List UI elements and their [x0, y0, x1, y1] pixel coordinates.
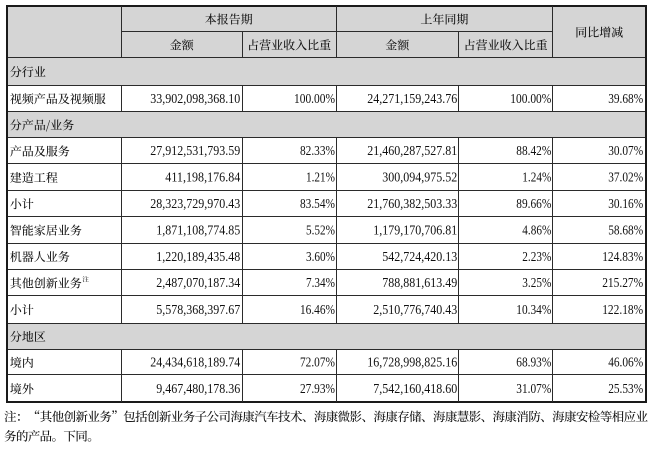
svg-text:31.07%: 31.07%: [516, 382, 551, 397]
svg-text:24,434,618,189.74: 24,434,618,189.74: [150, 356, 240, 371]
svg-text:30.16%: 30.16%: [608, 197, 643, 212]
svg-text:68.93%: 68.93%: [516, 356, 551, 371]
svg-text:1,871,108,774.85: 1,871,108,774.85: [156, 223, 240, 238]
svg-text:3.25%: 3.25%: [522, 276, 551, 291]
svg-text:16.46%: 16.46%: [300, 303, 335, 318]
svg-text:788,881,613.49: 788,881,613.49: [382, 276, 457, 291]
svg-text:1,179,170,706.81: 1,179,170,706.81: [373, 223, 457, 238]
svg-text:5.52%: 5.52%: [306, 223, 335, 238]
svg-text:9,467,480,178.36: 9,467,480,178.36: [156, 382, 240, 397]
svg-text:3.60%: 3.60%: [306, 250, 335, 265]
svg-text:24,271,159,243.76: 24,271,159,243.76: [367, 92, 457, 107]
svg-text:100.00%: 100.00%: [294, 92, 335, 107]
svg-text:21,460,287,527.81: 21,460,287,527.81: [367, 144, 457, 159]
svg-text:1.24%: 1.24%: [522, 171, 551, 186]
svg-text:33,902,098,368.10: 33,902,098,368.10: [150, 92, 240, 107]
svg-text:2,510,776,740.43: 2,510,776,740.43: [373, 303, 457, 318]
svg-text:46.06%: 46.06%: [608, 356, 643, 371]
svg-text:39.68%: 39.68%: [608, 92, 643, 107]
svg-text:82.33%: 82.33%: [300, 144, 335, 159]
svg-text:300,094,975.52: 300,094,975.52: [382, 171, 457, 186]
svg-text:88.42%: 88.42%: [516, 144, 551, 159]
svg-text:542,724,420.13: 542,724,420.13: [382, 250, 457, 265]
svg-text:7.34%: 7.34%: [306, 276, 335, 291]
svg-text:122.18%: 122.18%: [602, 303, 643, 318]
svg-text:21,760,382,503.33: 21,760,382,503.33: [367, 197, 457, 212]
svg-text:16,728,998,825.16: 16,728,998,825.16: [367, 356, 457, 371]
svg-text:10.34%: 10.34%: [516, 303, 551, 318]
svg-text:37.02%: 37.02%: [608, 171, 643, 186]
svg-text:72.07%: 72.07%: [300, 356, 335, 371]
svg-text:83.54%: 83.54%: [300, 197, 335, 212]
svg-text:215.27%: 215.27%: [602, 276, 643, 291]
svg-text:100.00%: 100.00%: [510, 92, 551, 107]
svg-text:28,323,729,970.43: 28,323,729,970.43: [150, 197, 240, 212]
svg-text:27.93%: 27.93%: [300, 382, 335, 397]
svg-text:1.21%: 1.21%: [306, 171, 335, 186]
svg-text:4.86%: 4.86%: [522, 223, 551, 238]
svg-text:27,912,531,793.59: 27,912,531,793.59: [150, 144, 240, 159]
svg-text:25.53%: 25.53%: [608, 382, 643, 397]
svg-text:58.68%: 58.68%: [608, 223, 643, 238]
svg-text:124.83%: 124.83%: [602, 250, 643, 265]
svg-text:30.07%: 30.07%: [608, 144, 643, 159]
svg-text:2,487,070,187.34: 2,487,070,187.34: [156, 276, 240, 291]
svg-text:89.66%: 89.66%: [516, 197, 551, 212]
svg-text:7,542,160,418.60: 7,542,160,418.60: [373, 382, 457, 397]
svg-text:1,220,189,435.48: 1,220,189,435.48: [156, 250, 240, 265]
svg-text:5,578,368,397.67: 5,578,368,397.67: [156, 303, 240, 318]
svg-text:411,198,176.84: 411,198,176.84: [165, 171, 240, 186]
svg-text:2.23%: 2.23%: [522, 250, 551, 265]
